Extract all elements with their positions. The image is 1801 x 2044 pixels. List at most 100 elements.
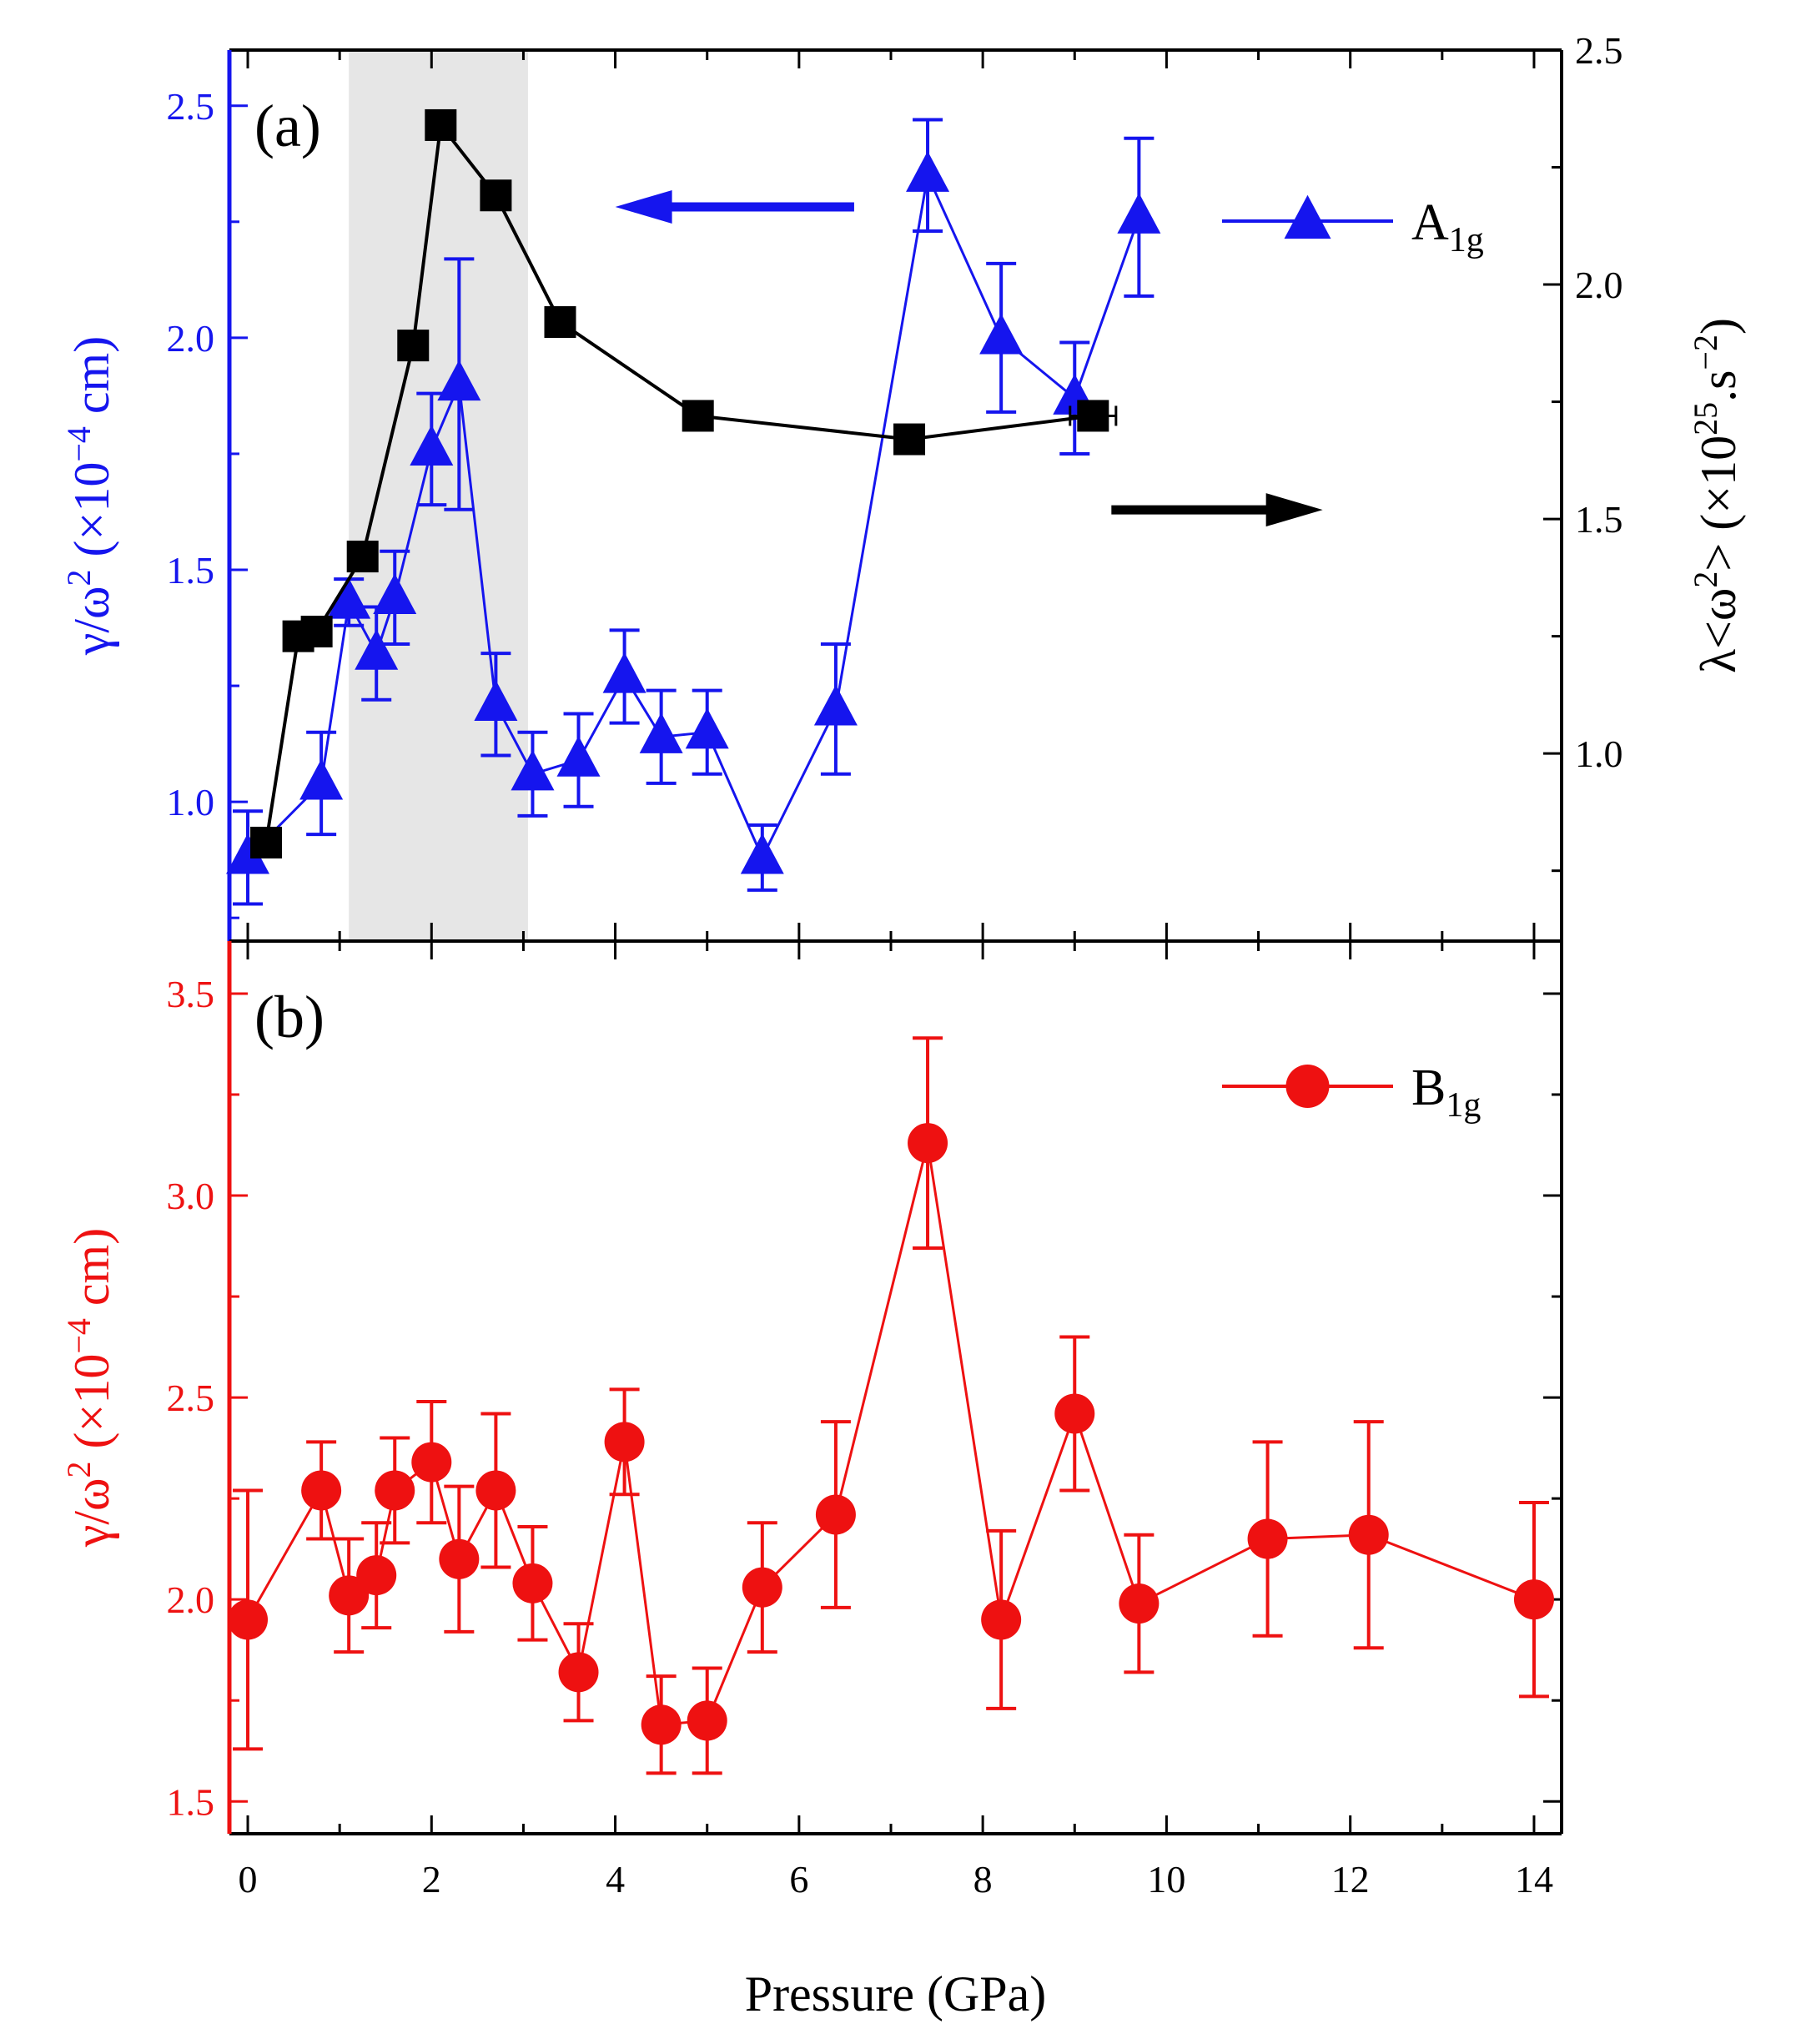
data-point-triangle xyxy=(373,573,417,615)
x-axis-title: Pressure (GPa) xyxy=(745,1966,1047,2021)
data-point-square xyxy=(425,108,457,141)
legend-subscript: 1g xyxy=(1449,221,1484,259)
ylabel-part: (×10 xyxy=(64,462,119,570)
data-point-square xyxy=(300,616,333,648)
series-line xyxy=(246,1141,1535,1726)
data-point-circle xyxy=(1119,1583,1160,1624)
data-point-triangle xyxy=(740,833,784,874)
data-point-circle xyxy=(558,1652,599,1693)
data-point-triangle xyxy=(299,758,344,800)
data-point-square xyxy=(480,179,512,212)
y-left-tick-label: 3.0 xyxy=(167,1175,215,1217)
data-point-circle xyxy=(742,1567,782,1608)
ylabel-superscript: −4 xyxy=(60,1318,98,1354)
data-point-square xyxy=(544,306,576,339)
data-point-circle xyxy=(475,1470,516,1511)
data-point-triangle xyxy=(906,151,950,192)
legend-b1g-circle-icon xyxy=(1285,1065,1330,1108)
annotation-layer xyxy=(615,189,1393,1108)
data-point-triangle xyxy=(685,707,729,749)
data-point-circle xyxy=(604,1422,645,1463)
data-point-circle xyxy=(439,1538,480,1579)
y-right-tick-label: 1.5 xyxy=(1575,498,1623,541)
y-left-tick-label: 2.5 xyxy=(167,1377,215,1419)
y-right-tick-label: 2.5 xyxy=(1575,29,1623,72)
axes-frame-layer xyxy=(227,48,1563,1835)
data-point-circle xyxy=(375,1470,415,1511)
data-point-triangle xyxy=(327,577,371,619)
data-point-circle xyxy=(815,1494,856,1535)
y-axis-title-right-a: λ<ω2> (×1025.s−2) xyxy=(1687,318,1746,673)
y-axis-title-left-b: γ/ω2 (×10−4 cm) xyxy=(60,1228,119,1548)
ylabel-superscript: 2 xyxy=(60,1461,98,1478)
x-tick-label: 8 xyxy=(973,1858,993,1901)
data-point-circle xyxy=(1513,1579,1554,1620)
data-point-circle xyxy=(228,1599,269,1640)
data-point-triangle xyxy=(1117,193,1161,234)
arrow-left-head xyxy=(615,189,672,224)
data-point-triangle xyxy=(410,425,454,466)
legend-a1g-triangle-icon xyxy=(1284,194,1331,239)
data-point-circle xyxy=(1348,1514,1389,1555)
y-left-tick-label: 2.5 xyxy=(167,85,215,128)
ylabel-part: γ/ω xyxy=(64,586,119,656)
data-point-square xyxy=(1077,400,1109,432)
data-point-triangle xyxy=(979,313,1024,355)
y-axis-title-left-a: γ/ω2 (×10−4 cm) xyxy=(60,336,119,656)
x-tick-label: 6 xyxy=(789,1858,808,1901)
x-tick-label: 10 xyxy=(1147,1858,1185,1901)
y-left-tick-label: 1.0 xyxy=(167,781,215,823)
ticks-layer xyxy=(229,48,1562,1834)
ylabel-superscript: 2 xyxy=(60,569,98,586)
series-square xyxy=(250,108,1118,858)
data-point-circle xyxy=(411,1442,452,1483)
x-tick-label: 0 xyxy=(239,1858,258,1901)
data-point-triangle xyxy=(602,652,646,693)
ylabel-superscript: 25 xyxy=(1687,402,1724,435)
y-left-tick-label: 1.5 xyxy=(167,1780,215,1823)
data-point-circle xyxy=(301,1470,342,1511)
ylabel-part: ) xyxy=(1691,318,1746,335)
data-point-square xyxy=(397,330,430,362)
y-left-tick-label: 1.5 xyxy=(167,549,215,592)
y-left-tick-label: 2.0 xyxy=(167,317,215,360)
text-layer: 0 2 4 6 8 10 12 14 1.0 1.5 2.0 2.5 1.0 1.5 2.0 2.5 1.5 2.… xyxy=(60,29,1746,2021)
ylabel-part: cm) xyxy=(64,336,119,426)
data-point-square xyxy=(346,541,379,573)
data-point-circle xyxy=(1054,1393,1095,1434)
y-left-tick-label: 2.0 xyxy=(167,1578,215,1621)
ylabel-superscript: −4 xyxy=(60,426,98,462)
data-point-triangle xyxy=(511,749,555,791)
ylabel-superscript: −2 xyxy=(1687,335,1724,370)
ylabel-part: .s xyxy=(1691,370,1746,402)
ylabel-part: > (×10 xyxy=(1691,435,1746,571)
data-point-circle xyxy=(981,1599,1022,1640)
x-tick-label: 4 xyxy=(606,1858,625,1901)
legend-main-text: B xyxy=(1411,1060,1446,1116)
data-point-circle xyxy=(512,1563,553,1603)
data-point-triangle xyxy=(226,833,270,874)
data-point-circle xyxy=(1247,1518,1288,1559)
data-point-triangle xyxy=(355,629,399,670)
ylabel-part: λ<ω xyxy=(1691,588,1746,673)
ylabel-part: (×10 xyxy=(64,1354,119,1462)
panel-label-a: (a) xyxy=(254,93,321,159)
y-left-tick-label: 3.5 xyxy=(167,973,215,1015)
ylabel-part: cm) xyxy=(64,1228,119,1318)
series-circle xyxy=(228,1036,1554,1775)
x-tick-label: 14 xyxy=(1515,1858,1553,1901)
data-point-circle xyxy=(356,1555,397,1596)
data-point-square xyxy=(893,423,926,456)
series-layer xyxy=(226,108,1554,1775)
data-point-circle xyxy=(329,1575,370,1616)
ylabel-superscript: 2 xyxy=(1687,571,1724,588)
data-point-square xyxy=(250,826,283,858)
data-point-triangle xyxy=(474,680,518,721)
y-right-tick-label: 2.0 xyxy=(1575,264,1623,306)
legend-b1g-label: B1g xyxy=(1411,1060,1481,1125)
data-point-circle xyxy=(687,1700,727,1741)
legend-subscript: 1g xyxy=(1446,1086,1481,1125)
data-point-triangle xyxy=(639,712,683,753)
data-point-circle xyxy=(641,1704,682,1745)
